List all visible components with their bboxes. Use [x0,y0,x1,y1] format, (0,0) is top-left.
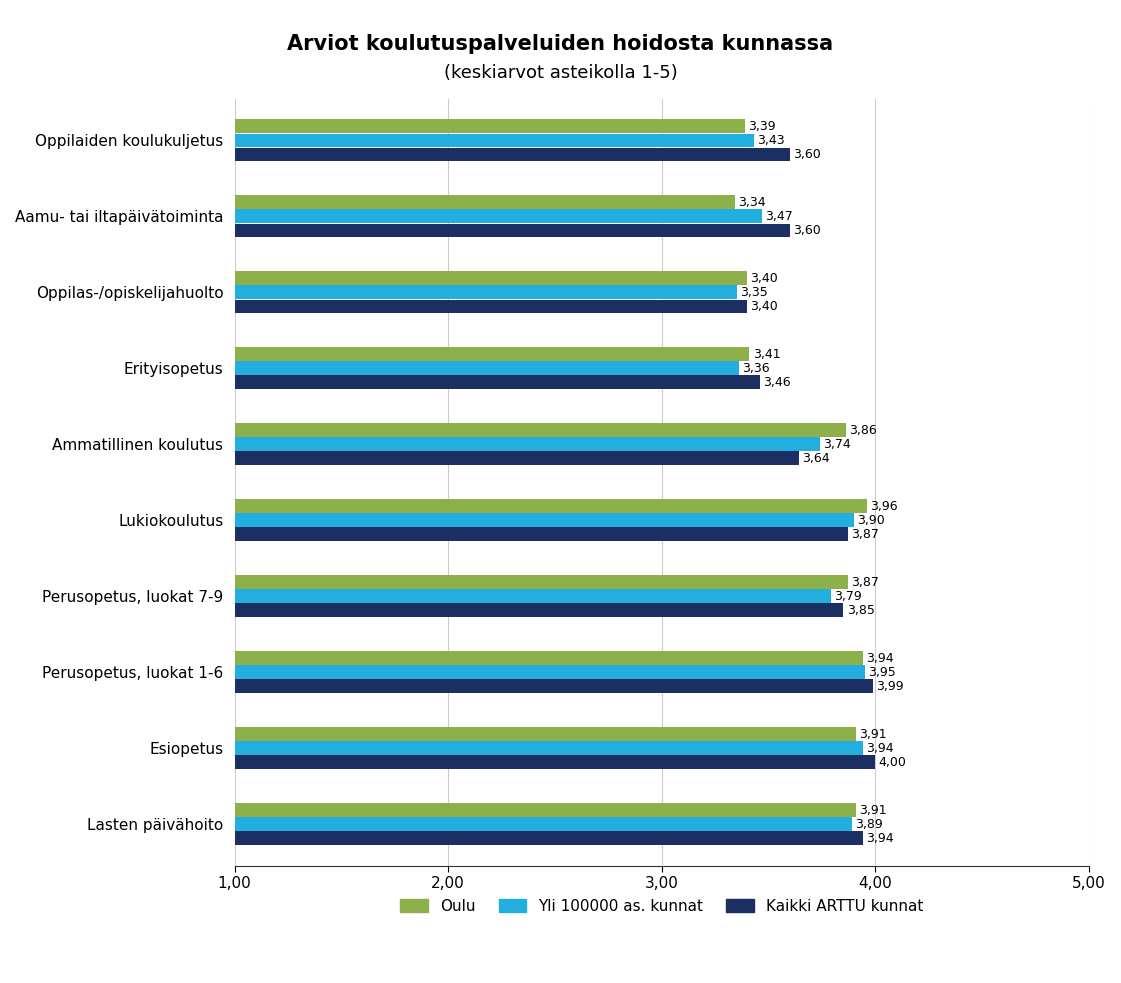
Bar [234,376,760,389]
Bar [234,665,864,679]
Bar [234,120,745,133]
Text: 3,87: 3,87 [851,576,879,589]
Bar [234,575,847,589]
Bar [234,271,748,285]
Text: 3,79: 3,79 [834,590,862,603]
Bar [234,285,736,299]
Text: 3,94: 3,94 [865,741,893,755]
Text: 3,90: 3,90 [858,514,886,527]
Text: 3,41: 3,41 [752,348,780,361]
Text: 3,64: 3,64 [802,452,830,465]
Text: 3,60: 3,60 [794,147,821,161]
Bar [234,437,819,451]
Bar [234,134,753,147]
Bar [234,196,734,209]
Text: 3,47: 3,47 [766,209,794,223]
Text: 3,39: 3,39 [749,120,776,133]
Bar [234,451,798,465]
Text: 3,96: 3,96 [870,499,898,513]
Bar [234,300,748,314]
Bar [234,590,831,603]
Bar [234,147,790,161]
Text: 3,35: 3,35 [740,286,768,299]
Bar [234,832,863,845]
Text: 3,85: 3,85 [846,604,874,616]
Text: 3,34: 3,34 [738,196,766,208]
Bar [234,424,845,437]
Text: Arviot koulutuspalveluiden hoidosta kunnassa: Arviot koulutuspalveluiden hoidosta kunn… [287,34,834,54]
Text: 3,87: 3,87 [851,528,879,541]
Text: 3,36: 3,36 [742,362,770,375]
Bar [234,362,739,376]
Text: 3,74: 3,74 [823,437,851,451]
Bar [234,513,854,527]
Bar [234,803,856,817]
Bar [234,347,750,361]
Bar [234,499,867,513]
Legend: Oulu, Yli 100000 as. kunnat, Kaikki ARTTU kunnat: Oulu, Yli 100000 as. kunnat, Kaikki ARTT… [395,893,929,920]
Text: 3,40: 3,40 [751,300,778,313]
Bar [234,528,847,541]
Text: 3,94: 3,94 [865,832,893,844]
Bar [234,727,856,741]
Text: (keskiarvot asteikolla 1-5): (keskiarvot asteikolla 1-5) [444,64,677,82]
Bar [234,223,790,237]
Text: 3,95: 3,95 [868,665,896,678]
Text: 3,43: 3,43 [757,134,785,146]
Bar [234,604,843,617]
Bar [234,817,852,831]
Bar [234,652,863,665]
Bar [234,679,873,693]
Text: 3,94: 3,94 [865,652,893,665]
Text: 3,91: 3,91 [860,727,887,740]
Text: 3,86: 3,86 [849,424,877,436]
Bar [234,209,762,223]
Text: 4,00: 4,00 [879,756,907,769]
Text: 3,40: 3,40 [751,271,778,285]
Bar [234,755,876,769]
Text: 3,99: 3,99 [877,680,905,693]
Text: 3,89: 3,89 [855,818,883,831]
Text: 3,91: 3,91 [860,803,887,817]
Text: 3,46: 3,46 [763,376,791,389]
Text: 3,60: 3,60 [794,224,821,237]
Bar [234,741,863,755]
